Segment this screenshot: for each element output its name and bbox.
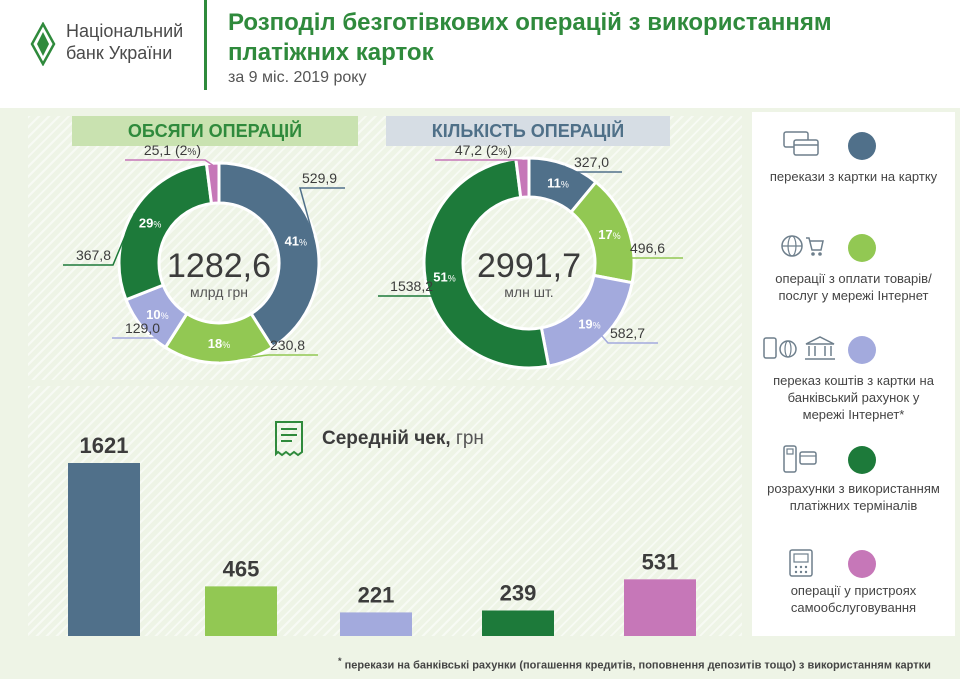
donut-total-unit: млрд грн xyxy=(190,284,248,300)
callout-line xyxy=(563,165,622,173)
callout-line xyxy=(299,187,345,236)
donut-slice xyxy=(514,156,531,200)
receipt-icon xyxy=(275,421,303,457)
callout-line xyxy=(63,212,136,266)
logo-line-1: Національний xyxy=(66,21,184,41)
slice-value-label: 496,6 xyxy=(630,240,665,256)
header-divider xyxy=(204,0,207,90)
callout-line xyxy=(218,354,318,362)
bar xyxy=(624,579,696,636)
bar-value-label: 239 xyxy=(500,580,537,605)
slice-value-label: 230,8 xyxy=(270,337,305,353)
slice-value-label: 367,8 xyxy=(76,247,111,263)
legend-color-dot xyxy=(848,132,876,160)
legend-color-dot xyxy=(848,336,876,364)
donut-slice xyxy=(217,161,321,350)
bar-value-label: 221 xyxy=(358,582,395,607)
bar-chart: 1621 465 221 239 531 xyxy=(68,433,696,636)
callout-line xyxy=(625,228,683,259)
bar-value-label: 465 xyxy=(223,556,260,581)
bar-chart-title: Середній чек, грн xyxy=(322,428,484,450)
count-chart-title: КІЛЬКІСТЬ ОПЕРАЦІЙ xyxy=(386,116,670,146)
legend-color-dot xyxy=(848,234,876,262)
legend-label: операції з оплати товарів/послуг у мереж… xyxy=(775,271,932,303)
donut-slice xyxy=(422,157,551,370)
donut-total-unit: млн шт. xyxy=(504,284,553,300)
bank-transfer-icon xyxy=(762,334,842,367)
header: Національний банк України Розподіл безго… xyxy=(0,0,960,108)
logo-text: Національний банк України xyxy=(66,20,183,64)
logo-line-2: банк України xyxy=(66,43,173,63)
slice-value-label: 47,2 (2%) xyxy=(455,142,512,158)
callout-line xyxy=(125,159,214,166)
legend-panel: перекази з картки на картку операції з оп… xyxy=(752,112,955,636)
footnote-mark: * xyxy=(338,656,342,666)
cards-icon xyxy=(782,130,822,163)
bar-chart-title-text: Середній чек, xyxy=(322,428,451,449)
bar xyxy=(68,463,140,636)
volume-chart-title: ОБСЯГИ ОПЕРАЦІЙ xyxy=(72,116,358,146)
nbu-logo-icon xyxy=(30,22,56,66)
slice-percent-label: 11% xyxy=(547,176,569,191)
legend-label: перекази з картки на картку xyxy=(769,169,938,184)
bar xyxy=(340,612,412,636)
atm-icon xyxy=(788,548,814,583)
bar-value-label: 1621 xyxy=(80,433,129,458)
donut-total: 1282,6 xyxy=(167,247,271,285)
slice-percent-label: 19% xyxy=(578,316,600,331)
legend-label: операції у пристроях самообслуговування xyxy=(790,583,917,615)
slice-percent-label: 51% xyxy=(433,269,455,284)
slice-percent-label: 17% xyxy=(598,227,620,242)
donut-chart-1: 41% 529,9 18% 230,8 10%129,0 29% 367,8 25,1 (2%… xyxy=(63,142,345,365)
donut-chart-2: 11% 327,0 17% 496,6 19% 582,7 51%1538,2 47,2 (2… xyxy=(378,142,683,370)
bar-area-background xyxy=(28,386,742,636)
bar xyxy=(205,586,277,636)
bar-chart-unit: грн xyxy=(455,428,484,449)
slice-percent-label: 29% xyxy=(139,215,161,230)
legend-color-dot xyxy=(848,550,876,578)
page-subtitle: за 9 міс. 2019 року xyxy=(228,69,367,86)
legend-color-dot xyxy=(848,446,876,474)
slice-value-label: 1538,2 xyxy=(390,278,433,294)
footnote-text: перекази на банківські рахунки (погашенн… xyxy=(344,659,931,672)
bar-value-label: 531 xyxy=(642,549,679,574)
slice-value-label: 529,9 xyxy=(302,170,337,186)
page-title: Розподіл безготівкових операцій з викори… xyxy=(228,9,832,66)
slice-value-label: 582,7 xyxy=(610,325,645,341)
slice-value-label: 327,0 xyxy=(574,154,609,170)
slice-value-label: 25,1 (2%) xyxy=(144,142,201,158)
legend-label: переказ коштів з картки на банківський р… xyxy=(773,373,934,422)
callout-line xyxy=(601,335,658,344)
terminal-icon xyxy=(782,444,818,479)
donut-total: 2991,7 xyxy=(477,247,581,285)
slice-percent-label: 10% xyxy=(146,307,168,322)
globe-cart-icon xyxy=(780,232,824,265)
callout-line xyxy=(112,324,165,339)
footnote: * перекази на банківські рахунки (погаше… xyxy=(338,656,931,672)
callout-line xyxy=(378,278,437,297)
bar xyxy=(482,610,554,636)
slice-percent-label: 18% xyxy=(208,336,230,351)
slice-value-label: 129,0 xyxy=(125,320,160,336)
slice-percent-label: 41% xyxy=(285,234,307,249)
legend-label: розрахунки з використанням платіжних тер… xyxy=(767,481,940,513)
